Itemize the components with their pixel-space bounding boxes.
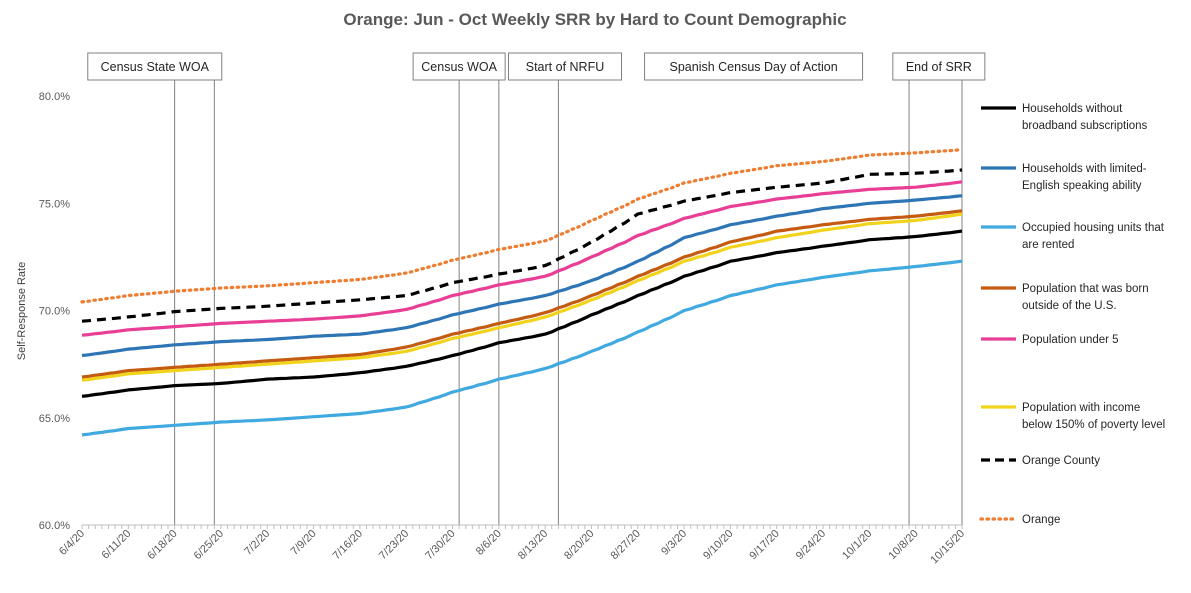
x-tick-label: 7/16/20 <box>331 528 365 562</box>
annotation-0: Census State WOA <box>87 52 223 81</box>
x-tick-label: 6/25/20 <box>192 528 226 562</box>
legend-label: Population with income <box>1022 402 1140 414</box>
legend-item-6: Orange County <box>981 455 1100 467</box>
annotation-3: Spanish Census Day of Action <box>644 52 864 81</box>
legend-item-0: Households without broadband subscription… <box>981 103 1148 132</box>
x-tick-label: 9/17/20 <box>747 528 781 562</box>
y-tick-label: 70.0% <box>39 306 70 318</box>
legend-item-7: Orange <box>979 514 1060 526</box>
series-line-6 <box>81 168 963 323</box>
legend-item-2: Occupied housing units that are rented <box>981 222 1165 251</box>
y-axis-label: Self-Response Rate <box>16 262 28 360</box>
annotation-label: Spanish Census Day of Action <box>670 60 838 74</box>
x-tick-label: 6/11/20 <box>100 528 134 562</box>
x-tick-label: 7/2/20 <box>242 528 272 558</box>
legend-label: outside of the U.S. <box>1022 300 1117 312</box>
legend-label: Households without <box>1022 103 1123 115</box>
annotation-box <box>508 52 623 81</box>
legend-label: English speaking ability <box>1022 180 1142 192</box>
x-tick-label: 10/15/20 <box>928 528 967 567</box>
y-tick-label: 65.0% <box>39 413 70 425</box>
legend-label: Households with limited- <box>1022 163 1147 175</box>
series-line-0 <box>81 229 963 398</box>
series-layer <box>80 148 964 437</box>
y-tick-label: 60.0% <box>39 520 70 532</box>
legend-label: Occupied housing units that <box>1022 222 1165 234</box>
event-lines <box>174 80 963 525</box>
x-tick-label: 6/4/20 <box>57 528 87 558</box>
annotation-box <box>892 52 986 81</box>
x-tick-label: 9/24/20 <box>794 528 828 562</box>
legend-label: Orange <box>1022 514 1060 526</box>
legend-item-3: Population that was born outside of the U… <box>981 283 1149 312</box>
legend-label: are rented <box>1022 239 1074 251</box>
x-tick-label: 7/9/20 <box>289 528 319 558</box>
annotation-box <box>412 52 506 81</box>
x-tick-label: 7/23/20 <box>377 528 411 562</box>
series-line-5 <box>81 212 963 382</box>
series-line-1 <box>81 194 963 358</box>
annotation-box <box>87 52 223 81</box>
x-tick-label: 8/20/20 <box>562 528 596 562</box>
annotation-2: Start of NRFU <box>508 52 623 81</box>
annotation-label: Census WOA <box>421 60 497 74</box>
annotation-label: End of SRR <box>906 60 972 74</box>
chart-title: Orange: Jun - Oct Weekly SRR by Hard to … <box>343 10 846 29</box>
legend-label: Orange County <box>1022 455 1100 467</box>
y-tick-label: 80.0% <box>39 91 70 103</box>
legend-label: Population under 5 <box>1022 334 1119 346</box>
x-tick-label: 6/18/20 <box>145 528 179 562</box>
annotation-4: End of SRR <box>892 52 986 81</box>
y-tick-label: 75.0% <box>39 198 70 210</box>
x-tick-label: 10/8/20 <box>886 528 920 562</box>
series-line-3 <box>81 209 963 379</box>
series-line-7 <box>80 148 964 304</box>
legend-item-5: Population with income below 150% of pove… <box>981 402 1165 431</box>
series-line-2 <box>81 259 963 437</box>
annotation-box <box>644 52 864 81</box>
x-tick-label: 9/3/20 <box>659 528 689 558</box>
x-tick-label: 8/27/20 <box>608 528 642 562</box>
legend-label: Population that was born <box>1022 283 1149 295</box>
x-tick-label: 8/13/20 <box>516 528 550 562</box>
x-tick-label: 7/30/20 <box>423 528 457 562</box>
annotation-label: Census State WOA <box>101 60 210 74</box>
legend: Households without broadband subscription… <box>979 103 1165 526</box>
event-annotations: Census State WOA Census WOA Start of NRFU S… <box>87 52 986 81</box>
axes: 60.0% 65.0% 70.0% 75.0% 80.0% 6/4/20 6/11/20 6/… <box>39 91 967 566</box>
series-line-4 <box>81 180 963 337</box>
legend-label: broadband subscriptions <box>1022 120 1148 132</box>
annotation-label: Start of NRFU <box>526 60 605 74</box>
x-tick-label: 10/1/20 <box>840 528 874 562</box>
legend-item-4: Population under 5 <box>981 334 1119 346</box>
x-tick-label: 9/10/20 <box>701 528 735 562</box>
annotation-1: Census WOA <box>412 52 506 81</box>
x-tick-label: 8/6/20 <box>474 528 504 558</box>
legend-item-1: Households with limited- English speaking… <box>981 163 1147 192</box>
legend-label: below 150% of poverty level <box>1022 419 1165 431</box>
